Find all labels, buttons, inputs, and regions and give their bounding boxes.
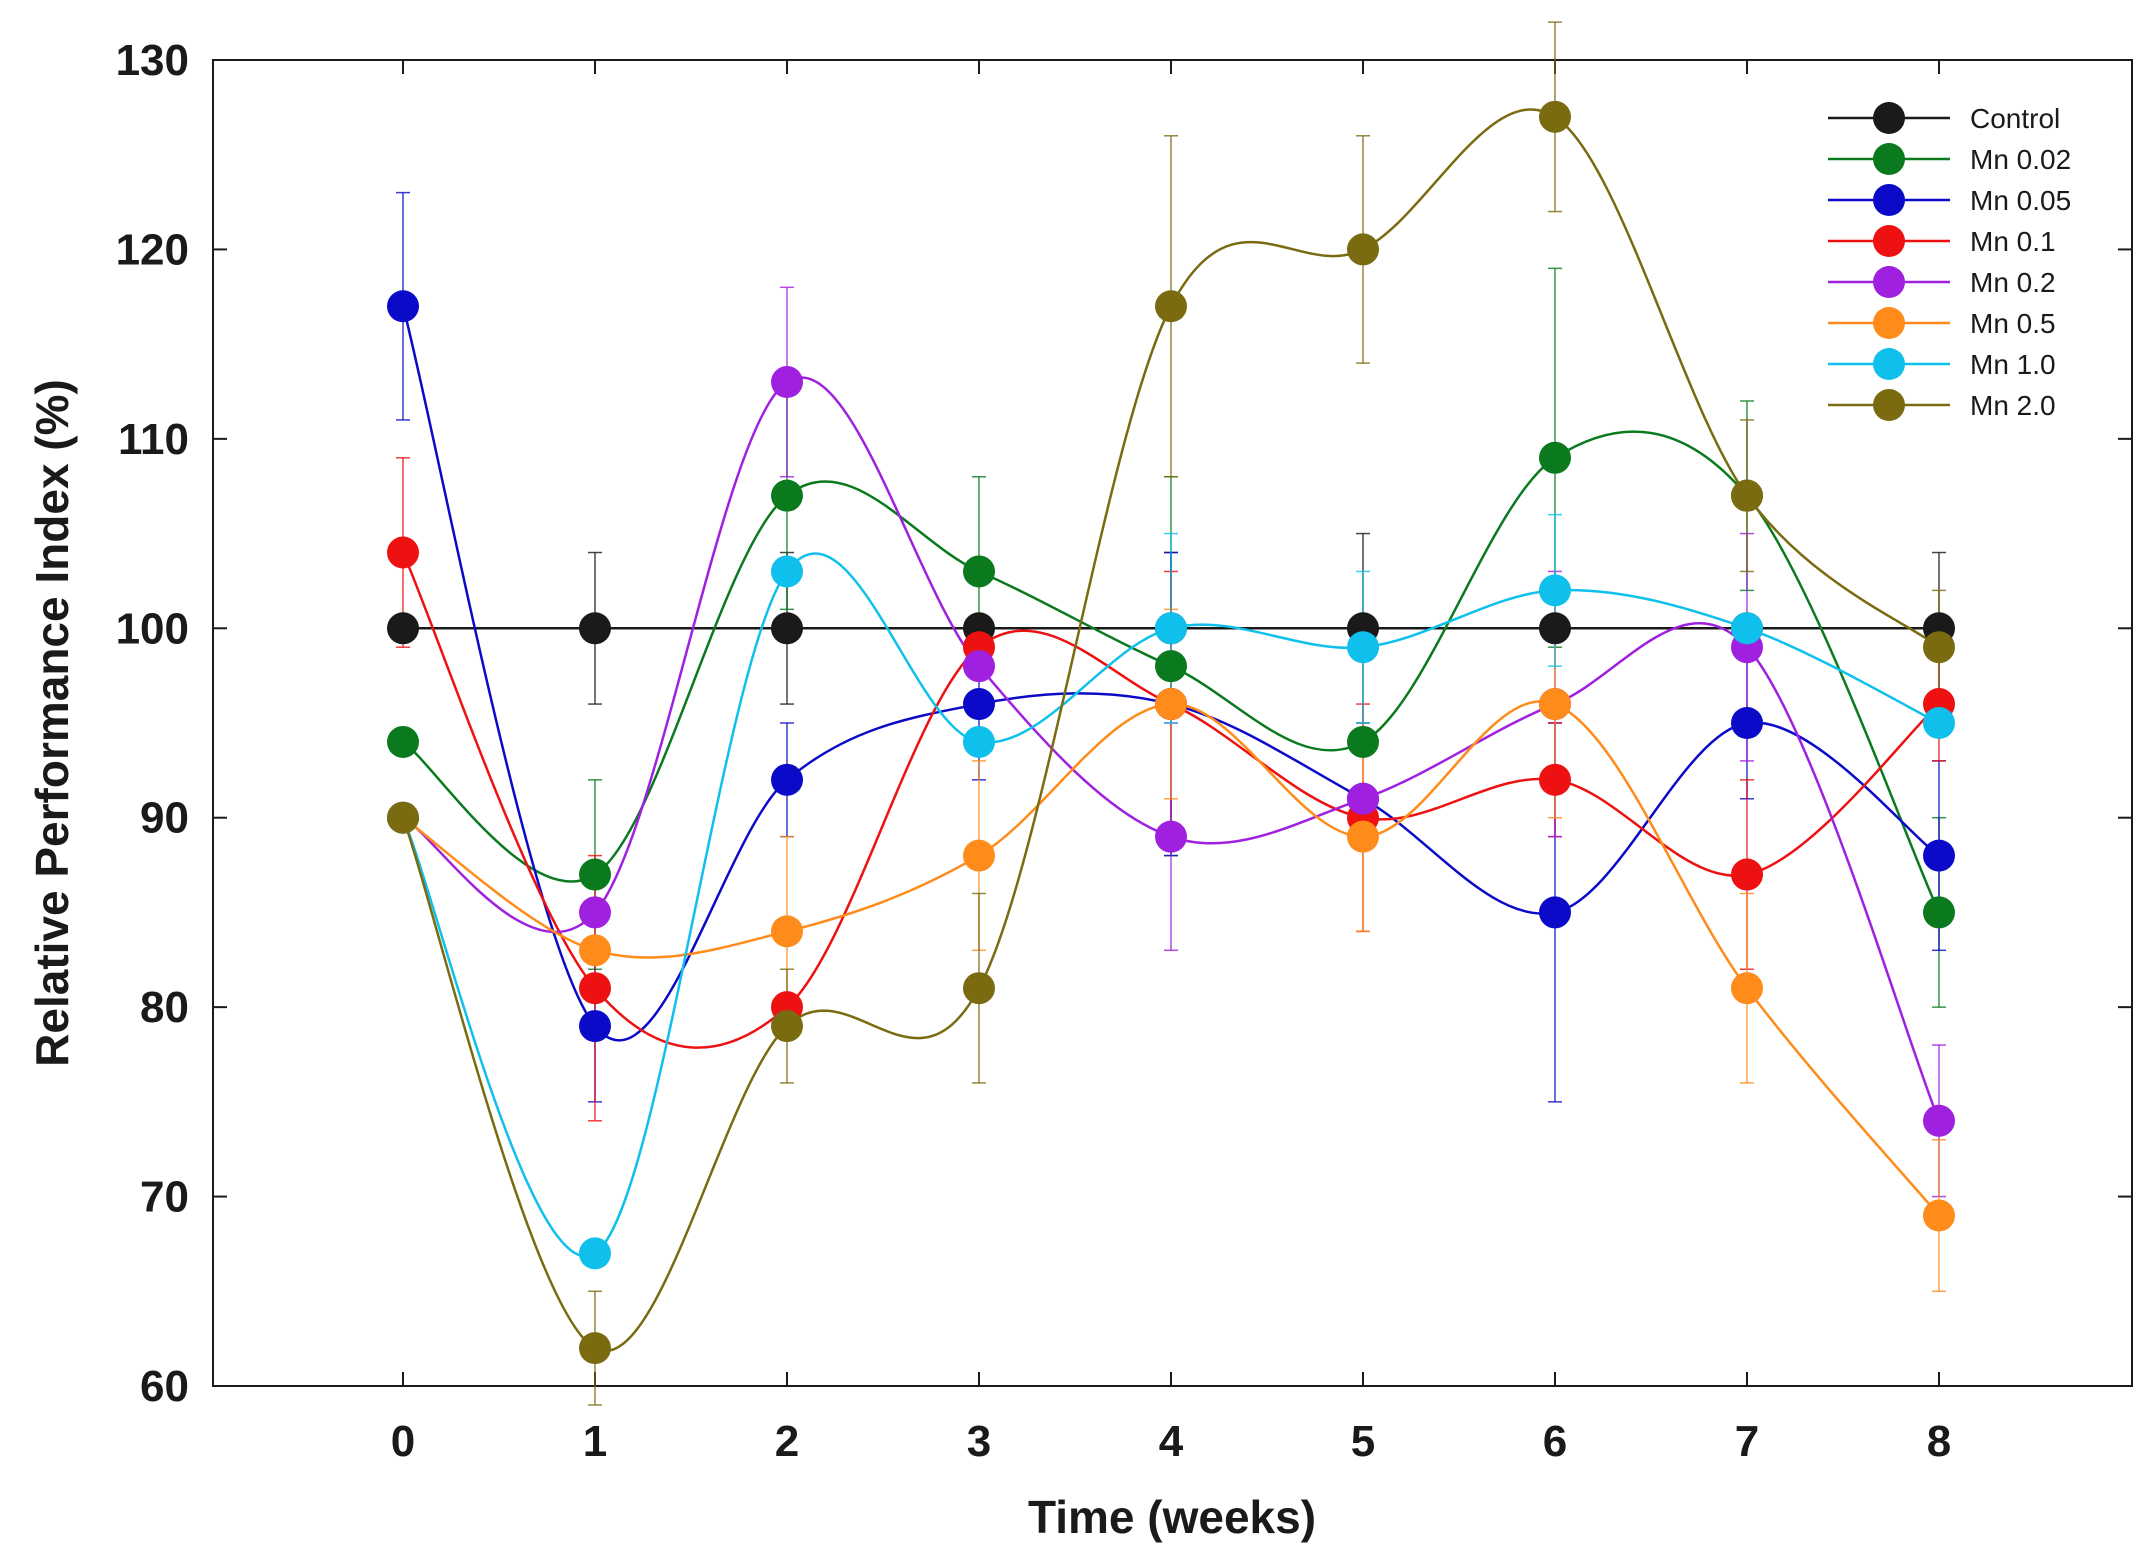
data-point-mn-0-05 [1539, 896, 1571, 929]
legend-marker [1873, 225, 1905, 257]
legend-label: Mn 0.05 [1970, 185, 2071, 216]
legend-label: Mn 0.02 [1970, 144, 2071, 175]
data-point-mn-0-05 [1731, 707, 1763, 739]
y-tick-label: 100 [116, 604, 189, 653]
data-point-mn-0-1 [1539, 763, 1571, 796]
data-point-mn-1-0 [1347, 631, 1379, 664]
data-point-mn-1-0 [1155, 612, 1187, 645]
axis-ticks: 0 1 2 3 4 5 6 7 8 60 70 80 90 100 110 120 130 [116, 36, 2132, 1466]
series-line-mn-0-2 [402, 376, 1941, 1122]
legend-marker [1873, 143, 1905, 175]
data-point-mn-2-0 [1155, 290, 1187, 323]
data-point-mn-0-02 [387, 725, 419, 758]
y-tick-label: 60 [140, 1362, 189, 1411]
data-point-mn-2-0 [1923, 631, 1955, 664]
data-point-mn-0-2 [579, 896, 611, 929]
legend-marker [1873, 266, 1905, 298]
data-point-mn-0-5 [1347, 820, 1379, 853]
x-tick-label: 1 [583, 1417, 607, 1466]
series-line-mn-2-0 [401, 108, 1940, 1353]
series-lines [401, 108, 1941, 1353]
data-point-mn-0-5 [771, 915, 803, 948]
x-tick-label: 2 [775, 1417, 799, 1466]
legend-marker [1873, 348, 1905, 380]
legend-marker [1873, 389, 1905, 421]
legend-label: Mn 0.2 [1970, 267, 2056, 298]
data-point-mn-2-0 [963, 972, 995, 1005]
data-point-mn-0-5 [963, 839, 995, 872]
y-tick-label: 120 [116, 225, 189, 274]
x-tick-label: 6 [1543, 1417, 1567, 1466]
legend-label: Mn 2.0 [1970, 390, 2056, 421]
data-point-mn-0-05 [387, 290, 419, 323]
data-point-mn-2-0 [579, 1332, 611, 1365]
data-point-mn-2-0 [1539, 100, 1571, 133]
x-tick-label: 0 [391, 1417, 415, 1466]
data-point-mn-1-0 [771, 555, 803, 588]
data-point-mn-0-1 [387, 536, 419, 569]
data-point-mn-0-02 [579, 858, 611, 891]
x-axis-title: Time (weeks) [1028, 1491, 1316, 1543]
legend-marker [1873, 184, 1905, 216]
data-point-mn-0-5 [579, 934, 611, 967]
plot-frame [212, 59, 2133, 1387]
data-point-mn-0-02 [963, 555, 995, 588]
data-point-mn-1-0 [579, 1237, 611, 1270]
legend-marker [1873, 307, 1905, 339]
data-point-control [771, 612, 803, 645]
y-axis-title: Relative Performance Index (%) [26, 379, 78, 1067]
data-point-mn-0-1 [579, 972, 611, 1005]
data-point-mn-0-1 [1731, 858, 1763, 891]
data-point-mn-0-02 [1539, 441, 1571, 474]
data-point-mn-0-05 [771, 763, 803, 796]
legend-label: Mn 0.5 [1970, 308, 2056, 339]
data-point-mn-1-0 [963, 725, 995, 758]
legend: Control Mn 0.02 Mn 0.05 Mn 0.1 Mn 0.2 Mn 0.5 M… [1828, 102, 2071, 421]
legend-label: Mn 0.1 [1970, 226, 2056, 257]
series-line-mn-0-05 [401, 305, 1940, 1042]
legend-label: Mn 1.0 [1970, 349, 2056, 380]
series-line-mn-0-5 [402, 700, 1940, 1217]
data-point-mn-2-0 [771, 1010, 803, 1043]
data-point-mn-1-0 [1539, 574, 1571, 607]
data-point-mn-0-02 [1155, 650, 1187, 683]
y-tick-label: 80 [140, 983, 189, 1032]
data-point-control [579, 612, 611, 645]
x-tick-label: 5 [1351, 1417, 1375, 1466]
data-point-mn-0-2 [1347, 782, 1379, 815]
data-point-mn-2-0 [1347, 233, 1379, 266]
x-tick-label: 7 [1735, 1417, 1759, 1466]
x-tick-label: 4 [1159, 1417, 1184, 1466]
y-tick-label: 70 [140, 1173, 189, 1222]
data-point-mn-0-5 [1923, 1199, 1955, 1232]
data-point-mn-0-2 [1923, 1104, 1955, 1137]
data-point-mn-0-02 [1923, 896, 1955, 929]
data-point-mn-0-2 [1155, 820, 1187, 853]
data-point-mn-1-0 [1731, 612, 1763, 645]
data-points [387, 100, 1955, 1365]
data-point-mn-2-0 [1731, 479, 1763, 512]
data-point-mn-2-0 [387, 801, 419, 834]
data-point-mn-0-05 [579, 1010, 611, 1043]
legend-marker [1873, 102, 1905, 134]
data-point-mn-0-02 [771, 479, 803, 512]
x-tick-label: 8 [1927, 1417, 1951, 1466]
x-tick-label: 3 [967, 1417, 991, 1466]
y-tick-label: 90 [140, 794, 189, 843]
data-point-control [387, 612, 419, 645]
data-point-mn-1-0 [1923, 707, 1955, 739]
data-point-mn-0-2 [771, 366, 803, 399]
data-point-mn-0-5 [1539, 688, 1571, 721]
data-point-mn-0-02 [1347, 725, 1379, 758]
data-point-mn-0-05 [1923, 839, 1955, 872]
data-point-control [1539, 612, 1571, 645]
y-tick-label: 130 [116, 36, 189, 85]
data-point-mn-0-5 [1731, 972, 1763, 1005]
data-point-mn-0-05 [963, 688, 995, 721]
legend-label: Control [1970, 103, 2060, 134]
data-point-mn-0-2 [963, 650, 995, 683]
y-tick-label: 110 [118, 415, 189, 464]
data-point-mn-0-5 [1155, 688, 1187, 721]
